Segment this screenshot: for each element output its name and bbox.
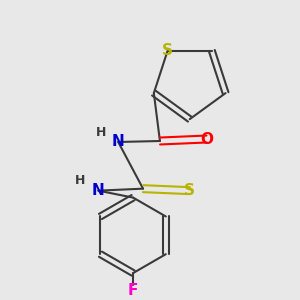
Text: H: H [75,174,86,187]
Text: S: S [162,44,173,59]
Text: S: S [184,183,195,198]
Text: N: N [92,183,105,198]
Text: N: N [112,134,124,149]
Text: F: F [128,284,138,298]
Text: H: H [96,126,106,139]
Text: O: O [200,131,213,146]
